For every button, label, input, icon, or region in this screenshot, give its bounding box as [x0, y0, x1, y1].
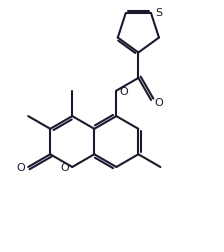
Text: O: O: [119, 86, 128, 96]
Text: O: O: [155, 98, 163, 108]
Text: O: O: [61, 162, 70, 172]
Text: O: O: [17, 162, 26, 172]
Text: S: S: [155, 8, 162, 18]
